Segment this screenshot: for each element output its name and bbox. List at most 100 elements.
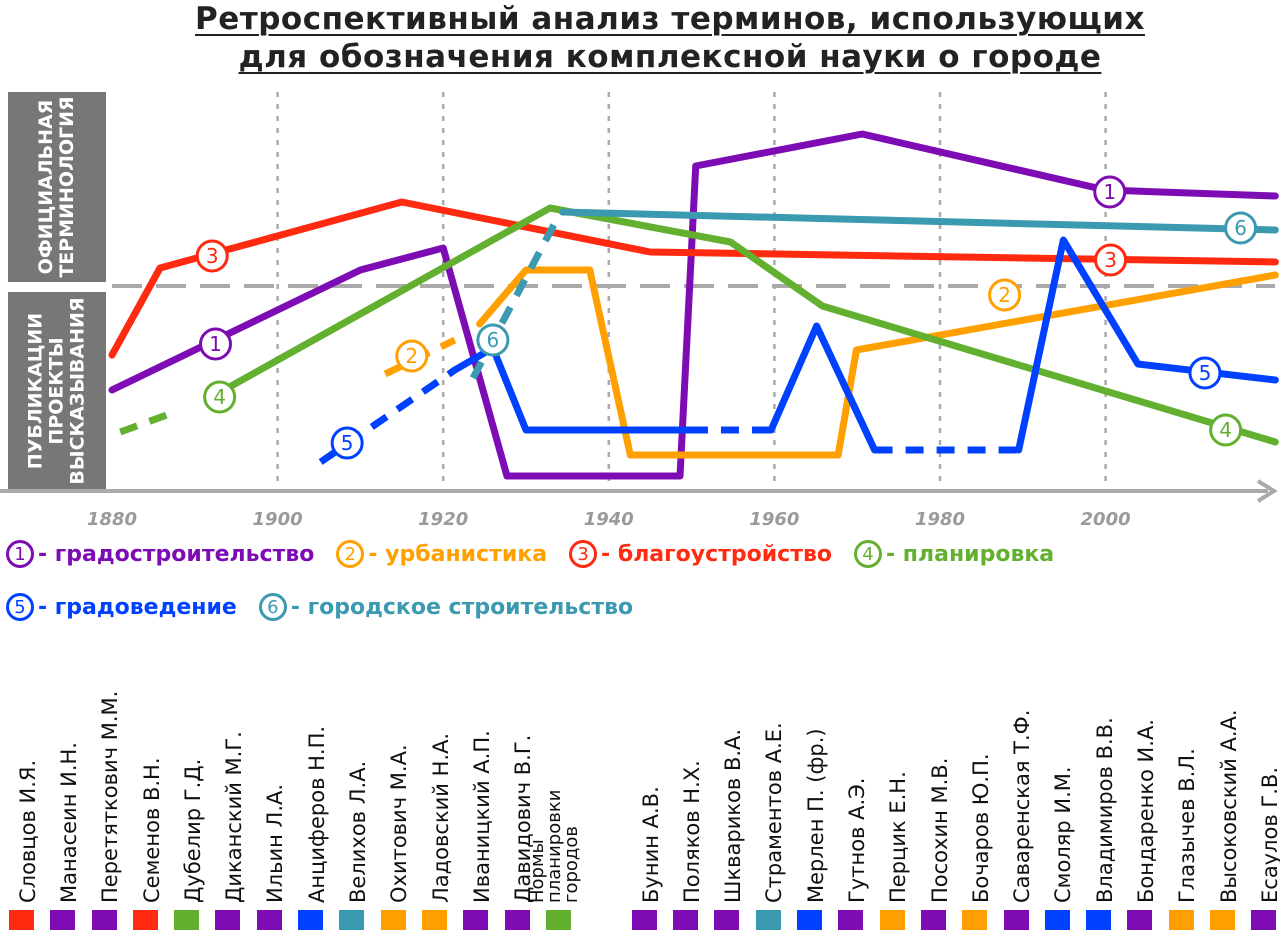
legend-number: 5 [6,593,34,621]
author-name: Глазычев В.Л. [1175,748,1200,903]
author-name: Владимиров В.В. [1092,717,1117,903]
series-marker-number: 2 [405,344,418,368]
legend-label: - городское строительство [290,594,634,620]
author-term-color-marker [298,910,324,930]
author-name: Диканский М.Г. [222,731,247,903]
author-item: Давидович В.Г. [502,640,543,930]
x-tick-label: 1980 [915,509,965,530]
author-item: Саваренская Т.Ф. [1001,640,1042,930]
author-term-color-marker [1210,910,1236,930]
legend-row-1: 1- градостроительство 2- урбанистика 3- бл… [6,540,1054,568]
author-term-color-marker [879,910,905,930]
series-marker-number: 1 [209,332,222,356]
author-term-color-marker [714,910,740,930]
series-marker-3 [1094,243,1128,277]
author-term-color-marker [50,910,76,930]
author-item: Анциферов Н.П. [295,640,336,930]
author-item: Словцов И.Я. [6,640,47,930]
series-marker-2 [988,278,1022,312]
author-item: Посохин М.В. [918,640,959,930]
series-line-4 [206,204,1279,446]
series-marker-number: 4 [213,385,226,409]
author-term-color-marker [755,910,781,930]
series-marker-number: 1 [1103,180,1116,204]
author-name: Высоковский А.А. [1216,709,1241,903]
chart-title: Ретроспективный анализ терминов, использ… [0,0,1280,76]
author-item: Велихов Л.А. [336,640,377,930]
author-name: Гутнов А.Э. [844,777,869,903]
x-tick-label: 2000 [1081,509,1131,530]
series-marker-3 [195,239,229,273]
series-line-4 [119,408,177,436]
author-item: Высоковский А.А. [1207,640,1248,930]
legend-label: - урбанистика [368,541,548,567]
series-marker-number: 5 [1199,361,1212,385]
author-term-color-marker [1044,910,1070,930]
author-term-color-marker [215,910,241,930]
author-item: Шквариков В.А. [711,640,752,930]
author-name: Перцик Е.Н. [886,771,911,903]
series-marker-1 [199,327,232,361]
author-term-color-marker [504,910,530,930]
author-name: Смоляр И.М. [1051,766,1076,903]
author-term-color-marker [339,910,365,930]
author-name: Велихов Л.А. [346,760,371,903]
author-name: Бондаренко И.А. [1134,719,1159,903]
series-marker-5 [330,426,364,460]
author-term-color-marker [962,910,988,930]
chart-plot: 1880 1900 1920 1940 1960 1980 2000 1 1 2 2 3 3 4 4 5 5 6 6 [0,92,1279,530]
series-marker-6 [476,323,510,357]
author-name: Бочаров Ю.П. [968,753,993,903]
legend-item: 4- планировка [854,540,1054,568]
author-name: Ильин Л.А. [263,783,288,903]
author-name: Поляков Н.Х. [679,760,704,903]
legend-item: 5- градоведение [6,593,237,621]
legend-label: - градоведение [38,594,237,620]
series-marker-4 [1209,413,1243,447]
x-tick-label: 1900 [253,509,303,530]
author-item: Ильин Л.А. [254,640,295,930]
author-item: Бунин А.В. [629,640,670,930]
author-name: Мерлен П. (фр.) [803,728,828,903]
legend-label: - градостроительство [38,541,315,567]
author-item: Семенов В.Н. [130,640,171,930]
series-marker-number: 6 [1234,216,1247,240]
legend-item: 3- благоустройство [569,540,832,568]
author-term-color-marker [463,910,489,930]
author-item: Глазычев В.Л. [1166,640,1207,930]
author-item: Перетяткович М.М. [89,640,130,930]
author-item: Диканский М.Г. [212,640,253,930]
legend-label: - благоустройство [601,541,833,567]
author-term-color-marker [797,910,823,930]
author-item: Есаулов Г.В. [1248,640,1280,930]
series-marker-number: 3 [206,244,219,268]
author-term-color-marker [631,910,657,930]
author-item: Бондаренко И.А. [1124,640,1165,930]
author-term-color-marker [1168,910,1194,930]
series-marker-number: 3 [1104,248,1117,272]
author-name: Нормы планировки городов [526,789,582,903]
legend-item: 2- урбанистика [336,540,547,568]
author-name: Бунин А.В. [638,786,663,903]
legend-number: 3 [569,540,598,568]
author-name: Дубелир Г.Д. [180,758,205,903]
author-item: Ладовский Н.А. [419,640,460,930]
author-item: Смоляр И.М. [1042,640,1083,930]
author-name: Есаулов Г.В. [1257,767,1280,903]
author-item: Страментов А.Е. [753,640,794,930]
legend-number: 4 [854,540,883,568]
series-marker-number: 6 [487,328,500,352]
author-item: Нормы планировки городов [527,640,629,930]
series-line-5 [767,322,879,454]
legend-number: 2 [336,540,365,568]
series-line-3 [108,198,1279,359]
series-line-2 [476,266,1279,459]
author-name: Посохин М.В. [927,757,952,903]
author-name: Анциферов Н.П. [304,725,329,903]
author-name: Охитович М.А. [387,744,412,903]
series-line-5 [318,367,457,465]
x-tick-label: 1880 [87,509,137,530]
author-term-color-marker [1127,910,1153,930]
x-tick-label: 1960 [749,509,799,530]
x-tick-label: 1920 [418,509,468,530]
